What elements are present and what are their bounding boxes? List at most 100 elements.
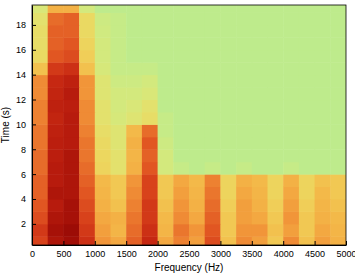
cell bbox=[95, 50, 111, 63]
cell bbox=[330, 174, 346, 187]
cell bbox=[126, 162, 142, 175]
cell bbox=[79, 37, 95, 50]
cell bbox=[95, 12, 111, 25]
cell bbox=[63, 199, 79, 212]
x-tick-label: 3000 bbox=[211, 249, 231, 259]
cell bbox=[268, 162, 284, 175]
x-tick: 4500 bbox=[305, 241, 325, 259]
cell bbox=[48, 162, 64, 175]
cell bbox=[330, 12, 346, 25]
y-tick-label: 10 bbox=[16, 120, 26, 130]
cell bbox=[48, 236, 64, 245]
cell bbox=[236, 12, 252, 25]
y-tick: 6 bbox=[21, 169, 36, 179]
cell bbox=[268, 25, 284, 38]
cell bbox=[126, 25, 142, 38]
cell bbox=[283, 100, 299, 113]
cell bbox=[142, 37, 158, 50]
cell bbox=[173, 236, 189, 245]
cell bbox=[79, 236, 95, 245]
cell bbox=[48, 100, 64, 113]
cell bbox=[32, 211, 48, 224]
cell bbox=[205, 5, 221, 13]
y-tick: 8 bbox=[21, 145, 36, 155]
cell bbox=[173, 187, 189, 200]
cell bbox=[79, 100, 95, 113]
cell bbox=[315, 12, 331, 25]
cell bbox=[79, 149, 95, 162]
cell bbox=[315, 5, 331, 13]
cell bbox=[299, 87, 315, 100]
cell bbox=[142, 174, 158, 187]
cell bbox=[111, 149, 127, 162]
cell bbox=[205, 149, 221, 162]
cell bbox=[189, 137, 205, 150]
cell bbox=[315, 87, 331, 100]
cell bbox=[205, 199, 221, 212]
cell bbox=[63, 75, 79, 88]
cell bbox=[299, 12, 315, 25]
cell bbox=[126, 149, 142, 162]
cell bbox=[32, 187, 48, 200]
cell bbox=[32, 75, 48, 88]
cell bbox=[48, 149, 64, 162]
cell bbox=[142, 75, 158, 88]
cell bbox=[220, 149, 236, 162]
cell bbox=[32, 87, 48, 100]
cell bbox=[330, 112, 346, 125]
cell bbox=[189, 211, 205, 224]
cell bbox=[330, 75, 346, 88]
cell bbox=[95, 5, 111, 13]
cell bbox=[142, 236, 158, 245]
cell bbox=[79, 124, 95, 137]
chart: 0500100015002000250030003500400045005000… bbox=[0, 0, 355, 275]
cell bbox=[330, 37, 346, 50]
cell bbox=[173, 174, 189, 187]
x-tick-mark bbox=[220, 241, 221, 245]
cell bbox=[330, 187, 346, 200]
cell bbox=[268, 199, 284, 212]
cell bbox=[63, 162, 79, 175]
y-tick-mark bbox=[32, 199, 36, 200]
cell bbox=[63, 87, 79, 100]
cell bbox=[220, 199, 236, 212]
heatmap-cells bbox=[32, 5, 346, 245]
cell bbox=[252, 112, 268, 125]
cell bbox=[299, 5, 315, 13]
cell bbox=[268, 174, 284, 187]
cell bbox=[48, 87, 64, 100]
cell bbox=[158, 199, 174, 212]
cell bbox=[173, 87, 189, 100]
cell bbox=[126, 62, 142, 75]
cell bbox=[79, 75, 95, 88]
cell bbox=[315, 62, 331, 75]
cell bbox=[158, 162, 174, 175]
cell bbox=[173, 211, 189, 224]
cell bbox=[283, 187, 299, 200]
cell bbox=[111, 12, 127, 25]
cell bbox=[111, 100, 127, 113]
cell bbox=[220, 100, 236, 113]
cell bbox=[236, 112, 252, 125]
cell bbox=[236, 137, 252, 150]
cell bbox=[158, 25, 174, 38]
cell bbox=[268, 236, 284, 245]
cell bbox=[330, 25, 346, 38]
cell bbox=[299, 199, 315, 212]
cell bbox=[189, 75, 205, 88]
cell bbox=[283, 162, 299, 175]
cell bbox=[330, 236, 346, 245]
cell bbox=[330, 162, 346, 175]
cell bbox=[48, 124, 64, 137]
cell bbox=[32, 100, 48, 113]
cell bbox=[95, 87, 111, 100]
x-tick-label: 4500 bbox=[305, 249, 325, 259]
cell bbox=[95, 62, 111, 75]
cell bbox=[315, 37, 331, 50]
x-tick: 4000 bbox=[274, 241, 294, 259]
cell bbox=[299, 112, 315, 125]
cell bbox=[252, 137, 268, 150]
cell bbox=[48, 211, 64, 224]
y-axis-title: Time (s) bbox=[0, 107, 11, 143]
cell bbox=[158, 224, 174, 237]
